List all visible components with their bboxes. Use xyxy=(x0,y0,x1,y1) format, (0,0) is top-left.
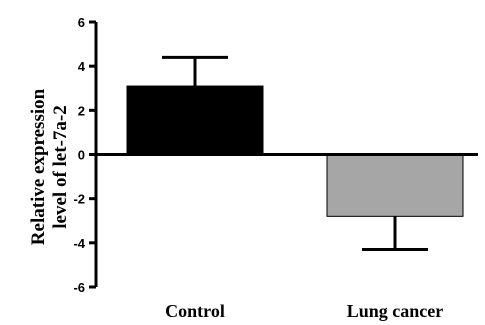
y-tick-label: 4 xyxy=(78,59,86,74)
y-axis-title: Relative expression level of let-7a-2 xyxy=(28,88,71,245)
y-axis-title-line-2: level of let-7a-2 xyxy=(50,105,71,228)
y-tick-label: -2 xyxy=(73,192,85,207)
bar-control xyxy=(126,85,264,155)
x-category-label: Control xyxy=(165,301,225,321)
y-tick-label: -4 xyxy=(73,236,85,251)
x-category-label: Lung cancer xyxy=(347,301,444,321)
y-axis-title-line-1: Relative expression xyxy=(28,88,49,245)
y-tick-label: -6 xyxy=(73,280,85,295)
plot-area: 6 4 2 0 -2 -4 -6 Control Lung cancer xyxy=(73,15,478,321)
y-tick-label: 0 xyxy=(78,148,85,163)
bar-lung-cancer xyxy=(326,154,464,217)
y-tick-label: 6 xyxy=(78,15,85,30)
y-tick-label: 2 xyxy=(78,103,85,118)
